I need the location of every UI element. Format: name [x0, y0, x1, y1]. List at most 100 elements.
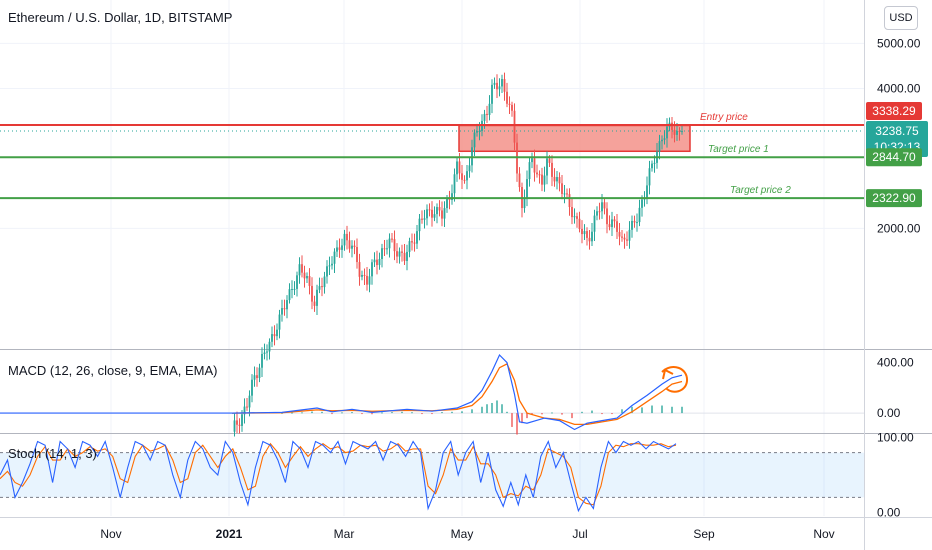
candle-body [311, 285, 313, 302]
candle-body [611, 219, 613, 228]
candle-body [491, 84, 493, 104]
price-axis[interactable]: 5000.00 4000.00 2000.00 400.00 0.00 100.00 0.0… [866, 36, 928, 519]
candle-body [498, 86, 501, 90]
macd-histogram-bar [371, 413, 373, 415]
candle-body [463, 179, 466, 181]
candle-body [678, 130, 681, 132]
entry-price-tag [866, 101, 922, 120]
candle-body [241, 414, 243, 426]
candle-body [386, 248, 388, 250]
annotation-arrowhead [662, 368, 674, 380]
candle-body [298, 264, 301, 276]
macd-histogram-bar [331, 413, 333, 415]
macd-tick-label: 0.00 [877, 406, 901, 420]
candle-body [273, 334, 276, 337]
candle-body [528, 162, 531, 180]
candle-body [318, 286, 321, 290]
candle-body [281, 308, 283, 315]
macd-histogram-bar [341, 412, 343, 414]
candle-body [591, 231, 593, 242]
candle-body [248, 395, 251, 408]
candle-body [286, 300, 288, 310]
candle-body [401, 251, 403, 253]
candle-body [243, 406, 246, 415]
macd-histogram-bar [441, 412, 443, 414]
macd-histogram-bar [526, 413, 528, 419]
macd-histogram-bar [511, 413, 513, 427]
candle-body [508, 103, 511, 105]
candle-body [461, 173, 463, 180]
candle-body [593, 215, 596, 232]
candle-body [603, 202, 606, 209]
macd-line [231, 353, 683, 431]
candle-body [536, 172, 538, 175]
entry-price-tag-text: 3338.29 [872, 104, 916, 118]
candlestick-series [0, 72, 864, 437]
entry-target-zone [458, 124, 691, 153]
candle-body [653, 162, 656, 164]
candle-body [548, 158, 551, 163]
candle-body [518, 173, 521, 188]
macd-histogram-bar [486, 404, 488, 414]
time-tick-label: Nov [100, 527, 121, 541]
candle-body [398, 251, 401, 257]
candle-body [313, 301, 316, 306]
macd-histogram-bar [541, 413, 543, 415]
macd-pane [0, 353, 864, 435]
chart-title: Ethereum / U.S. Dollar, 1D, BITSTAMP [8, 10, 233, 25]
candle-body [613, 219, 616, 222]
candle-body [566, 193, 568, 195]
candle-body [326, 266, 328, 277]
target-price-tag-text-2: 2322.90 [872, 191, 916, 205]
candle-body [573, 216, 576, 218]
candle-body [458, 161, 461, 174]
candle-body [586, 231, 588, 238]
candle-body [356, 247, 358, 263]
candle-body [346, 233, 348, 241]
price-level-lines[interactable]: Entry price Target price 1 Target price 2 [0, 112, 864, 200]
macd-histogram-bar [311, 411, 313, 414]
candle-body [661, 139, 663, 142]
candle-body [316, 289, 318, 306]
candle-body [363, 274, 366, 276]
candle-body [361, 274, 363, 277]
time-axis[interactable]: Nov 2021 Mar May Jul Sep Nov [100, 527, 834, 541]
candle-body [648, 168, 651, 186]
macd-histogram-bar [671, 406, 673, 414]
macd-histogram-bar [641, 407, 643, 414]
candle-body [546, 158, 548, 176]
currency-button[interactable]: USD [884, 6, 918, 30]
candle-body [496, 82, 498, 90]
candle-body [556, 177, 558, 182]
candle-body [446, 198, 448, 209]
macd-histogram-bar [411, 412, 413, 414]
candle-body [663, 138, 666, 140]
candle-body [376, 259, 378, 266]
candle-body [426, 209, 428, 219]
candle-body [453, 174, 456, 194]
candle-body [666, 126, 668, 139]
macd-histogram-bar [661, 405, 663, 414]
macd-histogram-bar [621, 409, 623, 414]
candle-body [351, 245, 353, 249]
candle-body [368, 276, 371, 285]
target-price-tag-2 [866, 189, 922, 208]
macd-histogram-bar [571, 413, 573, 419]
macd-histogram-bar [601, 413, 603, 415]
candle-body [503, 79, 506, 92]
price-tick-label: 4000.00 [877, 81, 921, 95]
macd-histogram-bar [461, 411, 463, 414]
level-label-1: Entry price [700, 112, 748, 123]
entry-zone-rect [458, 124, 691, 153]
macd-histogram-bar [516, 413, 518, 435]
candle-body [488, 103, 491, 116]
candle-body [338, 247, 341, 250]
candle-body [266, 351, 268, 353]
candle-body [433, 214, 436, 218]
candle-body [588, 237, 591, 242]
candle-body [238, 424, 241, 426]
candle-body [513, 110, 516, 143]
stoch-d-line [0, 442, 677, 506]
candle-body [271, 334, 273, 342]
